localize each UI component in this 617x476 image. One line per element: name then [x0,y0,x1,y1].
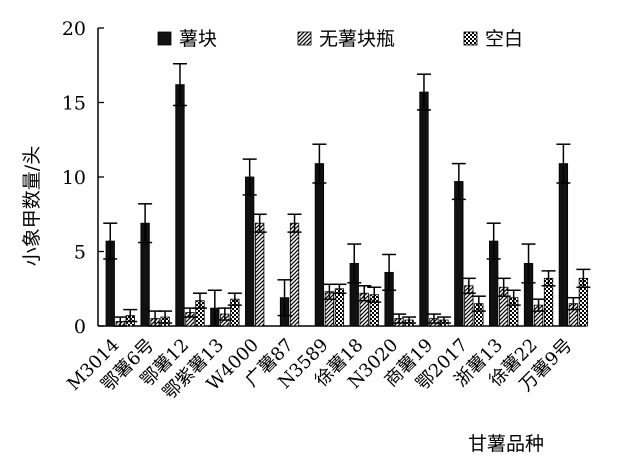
bar-solid [454,181,464,327]
legend-label: 无薯块瓶 [319,28,395,50]
legend-label: 薯块 [179,28,217,50]
y-tick-label: 15 [62,93,86,115]
bar-solid [175,84,185,327]
bar-solid [558,163,569,327]
bar-solid [245,176,255,327]
legend-swatch-solid [157,31,172,46]
bar-diagonal [255,222,265,327]
legend: 薯块 无薯块瓶 空白 [157,28,523,50]
y-axis-title: 小象甲数量/头 [21,146,43,266]
bar-solid [314,163,325,327]
legend-swatch-checker [463,31,478,46]
y-tick-label: 0 [74,316,86,338]
bars-group [105,84,589,327]
legend-swatch-diagonal [297,31,312,46]
y-tick-label: 20 [62,18,86,40]
y-tick-label: 10 [62,167,86,189]
y-tick-label: 5 [74,242,86,264]
bar-checker [334,288,345,327]
y-ticks-group: 0 5 10 15 20 [62,18,104,338]
x-axis-title: 甘薯品种 [468,433,544,455]
legend-label: 空白 [485,28,523,50]
bar-solid [419,91,429,327]
error-bars-group [103,63,591,327]
x-tick-labels-group: M3014鄂薯6号鄂薯12鄂紫薯13W4000广薯87N3589徐薯18N302… [63,335,576,404]
bar-diagonal [289,222,300,327]
